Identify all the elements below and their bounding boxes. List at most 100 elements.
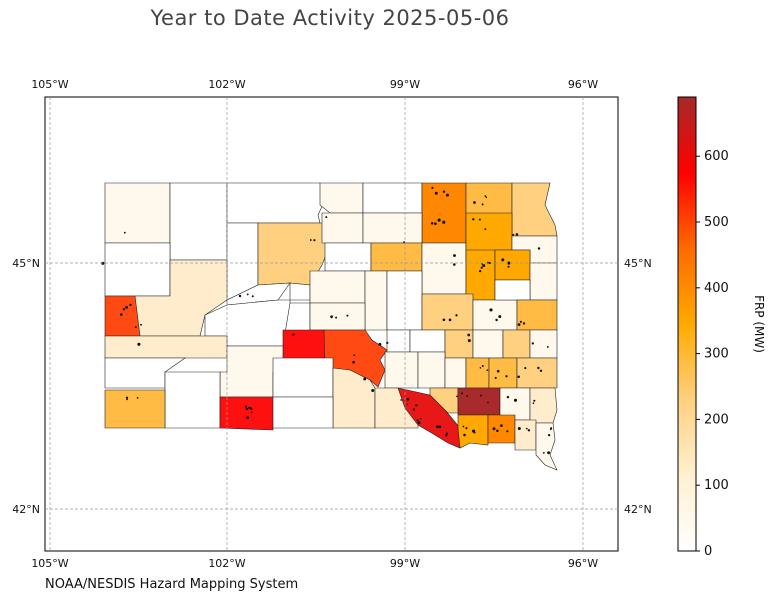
fire-detection-dot — [525, 427, 528, 430]
colorbar-tick-label: 0 — [704, 544, 712, 559]
county-region — [494, 249, 531, 281]
fire-detection-dot — [513, 398, 518, 402]
county-region — [309, 270, 366, 304]
fire-detection-dot — [512, 233, 515, 236]
fire-detection-dot — [546, 345, 549, 348]
colorbar-ticks: 0 100 200 300 400 500 600 — [696, 149, 729, 559]
fire-detection-dot — [126, 398, 128, 401]
fire-detection-dot — [123, 231, 126, 234]
county-region — [164, 371, 221, 429]
county-region — [384, 351, 419, 389]
fire-detection-dot — [431, 186, 434, 189]
county-region — [319, 182, 364, 214]
fire-detection-dot — [547, 451, 551, 455]
fire-detection-dot — [532, 402, 535, 405]
colorbar-tick-label: 300 — [704, 347, 729, 362]
lat-tick-label: 42°N — [624, 503, 652, 516]
fire-detection-dot — [467, 333, 471, 337]
fire-detection-dot — [125, 305, 129, 309]
lat-tick-label: 45°N — [12, 257, 40, 270]
fire-detection-dot — [481, 203, 484, 206]
fire-detection-dot — [137, 342, 141, 346]
fire-detection-dot — [522, 322, 526, 325]
fire-detection-dot — [478, 269, 482, 273]
county-region — [494, 279, 531, 301]
fire-detection-dot — [438, 425, 442, 429]
fire-detection-dot — [484, 195, 487, 197]
county-region — [289, 282, 311, 301]
county-region — [472, 329, 504, 359]
lon-tick-label: 96°W — [568, 557, 598, 570]
fire-detection-dot — [531, 342, 534, 345]
fire-detection-dot — [537, 247, 541, 250]
county-region — [465, 249, 496, 301]
county-region — [104, 335, 228, 359]
lon-tick-label: 105°W — [31, 78, 68, 91]
fire-detection-dot — [353, 354, 356, 356]
fire-detection-dot — [419, 417, 422, 420]
fire-detection-dot — [378, 342, 382, 346]
fire-detection-dot — [542, 452, 545, 454]
lat-tick-label: 45°N — [624, 257, 652, 270]
fire-detection-dot — [245, 407, 249, 411]
county-region — [321, 212, 364, 244]
county-region — [421, 242, 467, 295]
fire-detection-dot — [487, 401, 489, 404]
fire-detection-dot — [352, 360, 355, 364]
fire-detection-dot — [417, 421, 421, 425]
fire-detection-dot — [456, 395, 458, 398]
fire-detection-dot — [453, 254, 456, 257]
fire-detection-dot — [412, 408, 416, 411]
colorbar — [677, 96, 697, 552]
fire-detection-dot — [434, 222, 437, 226]
credit-text: NOAA/NESDIS Hazard Mapping System — [45, 577, 299, 592]
fire-detection-dot — [134, 326, 137, 329]
fire-detection-dot — [416, 419, 419, 422]
fire-detection-dot — [140, 323, 142, 326]
county-region — [364, 270, 388, 331]
fire-detection-dot — [446, 193, 449, 197]
colorbar-tick-label: 400 — [704, 281, 729, 296]
county-region — [465, 357, 490, 389]
fire-detection-dot — [465, 427, 468, 430]
fire-detection-dot — [436, 425, 439, 429]
fire-detection-dot — [448, 318, 452, 322]
fire-detection-dot — [517, 426, 521, 431]
fire-detection-dot — [479, 366, 482, 369]
fire-detection-dot — [400, 399, 402, 401]
map-title: Year to Date Activity 2025-05-06 — [150, 6, 510, 30]
fire-detection-dot — [122, 308, 126, 311]
colorbar-tick-label: 600 — [704, 149, 729, 164]
fire-detection-dot — [335, 316, 338, 319]
fire-detection-dot — [481, 365, 484, 367]
fire-detection-dot — [363, 377, 367, 381]
fire-detection-dot — [434, 191, 438, 195]
colorbar-label: FRP (MW) — [752, 295, 766, 353]
fire-detection-dot — [506, 430, 509, 433]
fire-detection-dot — [484, 228, 487, 231]
fire-detection-dot — [309, 239, 312, 241]
fire-detection-dot — [494, 376, 497, 379]
county-region — [429, 387, 459, 414]
county-region — [362, 182, 423, 214]
county-region — [472, 299, 518, 331]
colorbar-tick-label: 500 — [704, 215, 729, 230]
county-region — [421, 293, 474, 331]
fire-detection-dot — [479, 394, 482, 397]
fire-detection-dot — [496, 369, 500, 373]
lon-tick-label: 102°W — [208, 557, 245, 570]
county-region — [529, 262, 558, 301]
county-region — [219, 396, 274, 431]
county-region — [487, 414, 516, 444]
fire-detection-dot — [463, 433, 466, 437]
county-region — [444, 357, 467, 389]
county-region — [104, 182, 171, 244]
county-region — [272, 396, 334, 429]
fire-detection-dot — [129, 303, 132, 307]
lon-tick-label: 105°W — [31, 557, 68, 570]
lon-tick-label: 99°W — [390, 78, 420, 91]
fire-detection-dot — [517, 375, 520, 378]
fire-detection-dot — [486, 369, 489, 372]
county-region — [104, 295, 141, 337]
